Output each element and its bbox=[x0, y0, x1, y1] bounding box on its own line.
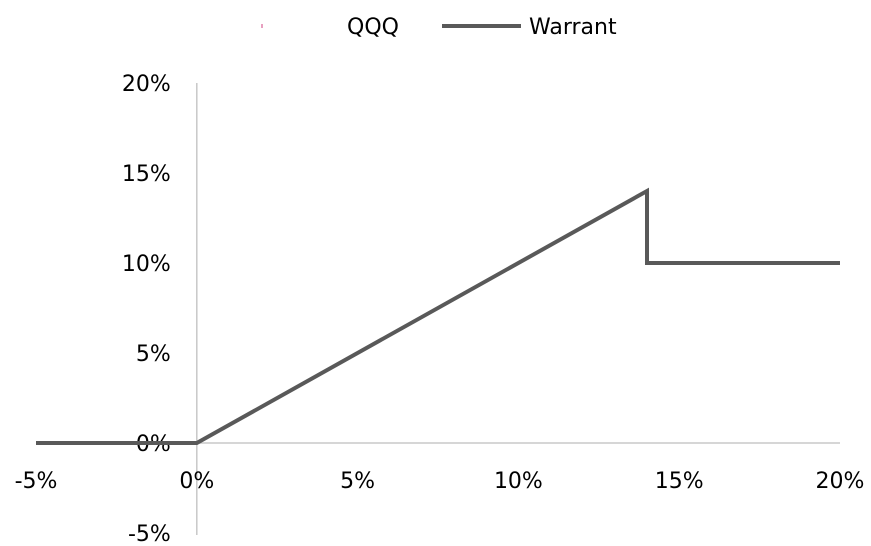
plot-area bbox=[36, 187, 840, 445]
y-tick-label: 10% bbox=[122, 252, 171, 277]
y-tick-label: -5% bbox=[128, 522, 171, 546]
legend: QQQ Warrant bbox=[261, 15, 617, 40]
x-tick-label: -5% bbox=[15, 469, 58, 494]
y-tick-label: 15% bbox=[122, 162, 171, 187]
y-tick-label: 20% bbox=[122, 72, 171, 97]
x-tick-label: 15% bbox=[655, 469, 704, 494]
x-tick-label: 0% bbox=[179, 469, 214, 494]
series-line-warrant bbox=[36, 187, 840, 445]
x-tick-label: 10% bbox=[494, 469, 543, 494]
legend-marker-qqq bbox=[261, 24, 263, 28]
x-tick-label: 5% bbox=[340, 469, 375, 494]
y-tick-label: 5% bbox=[136, 342, 171, 367]
legend-label-qqq: QQQ bbox=[347, 15, 399, 40]
legend-label-warrant: Warrant bbox=[529, 15, 617, 40]
x-tick-label: 20% bbox=[816, 469, 865, 494]
